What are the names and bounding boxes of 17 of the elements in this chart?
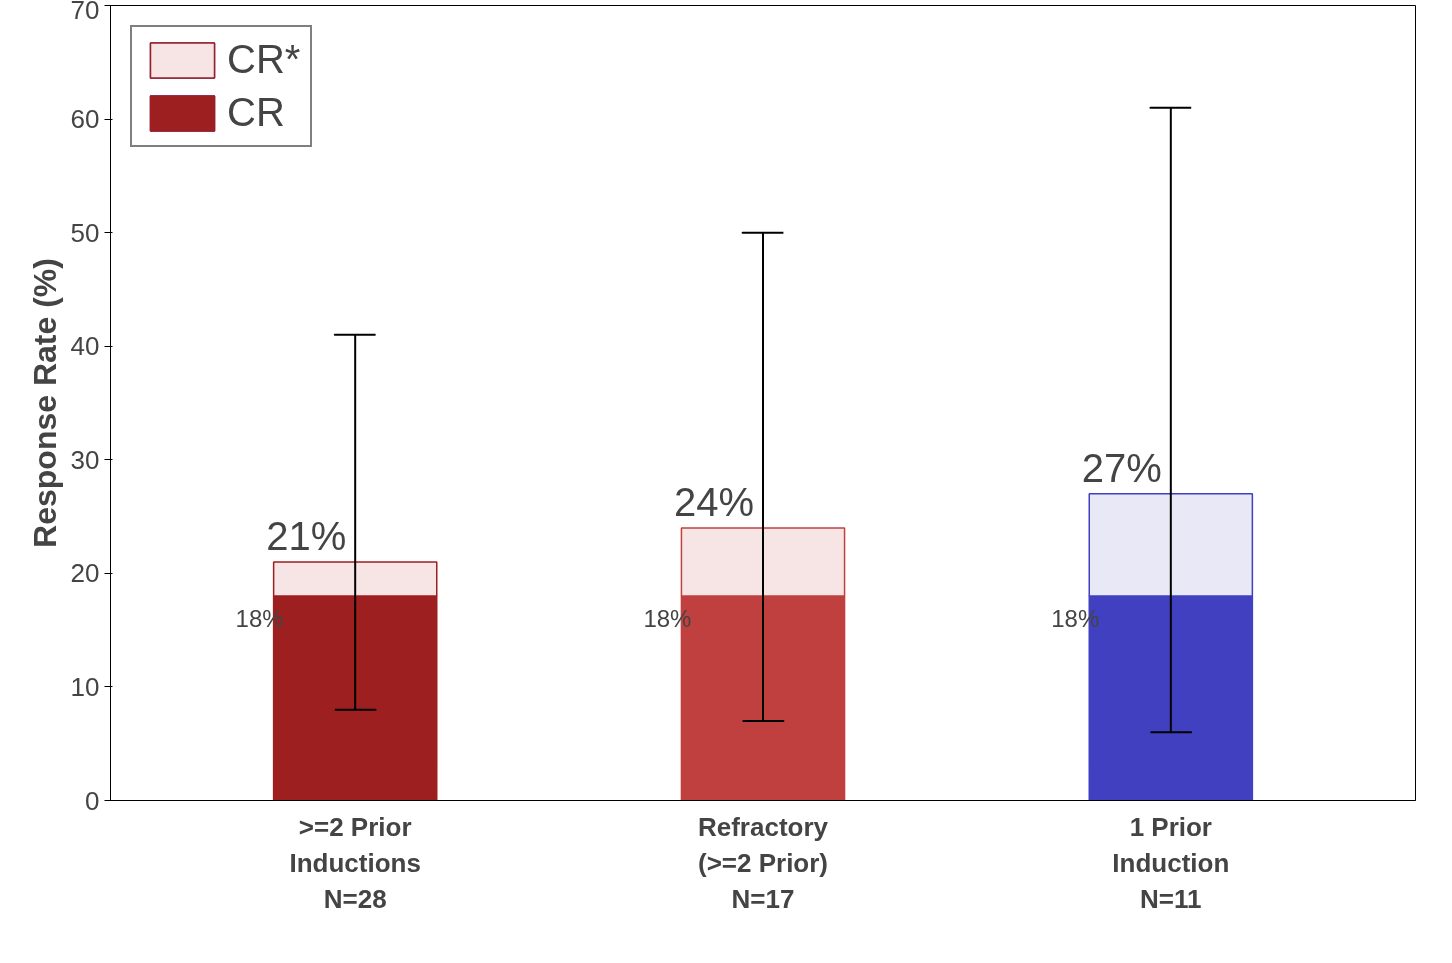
x-tick-label: >=2 Prior Inductions N=28	[289, 811, 421, 914]
total-label: 21%	[266, 514, 347, 558]
legend-label: CR*	[227, 37, 301, 82]
total-label: 24%	[674, 479, 755, 524]
y-tick-label: 40	[70, 331, 100, 362]
x-tick-label: Refractory (>=2 Prior) N=17	[697, 811, 829, 914]
y-tick-label: 50	[70, 217, 100, 248]
y-tick-label: 0	[85, 785, 100, 816]
x-tick-label: 1 Prior Induction N=11	[1112, 811, 1230, 914]
y-tick-label: 10	[70, 671, 100, 702]
y-tick-label: 30	[70, 444, 100, 475]
y-tick-label: 70	[70, 0, 100, 25]
y-tick-label: 60	[70, 104, 100, 135]
legend-label: CR	[227, 90, 285, 135]
total-label: 27%	[1081, 445, 1162, 490]
y-axis-title: Response Rate (%)	[26, 258, 63, 548]
y-tick-label: 20	[70, 558, 100, 589]
